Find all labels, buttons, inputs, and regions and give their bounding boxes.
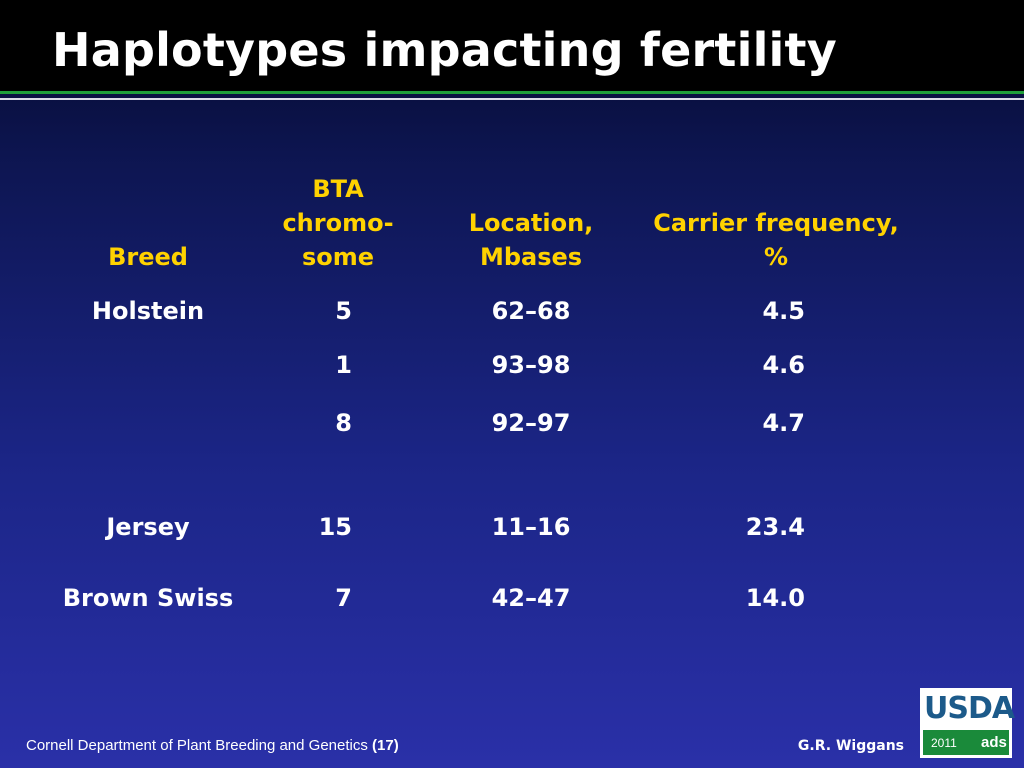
cell-frequency: 23.4	[700, 510, 805, 544]
cell-location: 62–68	[451, 294, 611, 328]
footer-department: Cornell Department of Plant Breeding and…	[26, 736, 399, 756]
cell-bta: 1	[300, 348, 352, 382]
header-location: Location, Mbases	[451, 206, 611, 274]
usda-wordmark: USDA	[924, 690, 1008, 728]
cell-breed: Holstein	[60, 294, 236, 328]
cell-location: 11–16	[451, 510, 611, 544]
header-frequency-line: Carrier frequency,	[638, 206, 914, 240]
cell-location: 92–97	[451, 406, 611, 440]
cell-bta: 8	[300, 406, 352, 440]
slide-title: Haplotypes impacting fertility	[52, 20, 837, 80]
cell-location: 93–98	[451, 348, 611, 382]
ads-mark-icon: ads	[981, 730, 1007, 755]
ads-banner: 2011 ads	[923, 730, 1009, 755]
header-bta-line: chromo-	[258, 206, 418, 240]
cell-bta: 7	[300, 581, 352, 615]
header-frequency-line: %	[638, 240, 914, 274]
footer-page-number: (17)	[372, 737, 399, 754]
title-rule-green	[0, 91, 1024, 94]
header-carrier-frequency: Carrier frequency, %	[638, 206, 914, 274]
cell-bta: 15	[300, 510, 352, 544]
cell-frequency: 14.0	[700, 581, 805, 615]
cell-breed: Jersey	[60, 510, 236, 544]
footer-author: G.R. Wiggans	[780, 736, 904, 756]
usda-logo: USDA 2011 ads	[920, 688, 1012, 758]
logo-year: 2011	[931, 731, 957, 756]
footer-department-text: Cornell Department of Plant Breeding and…	[26, 737, 368, 754]
cell-breed: Brown Swiss	[60, 581, 236, 615]
title-rule-white	[0, 98, 1024, 100]
header-bta-line: BTA	[258, 172, 418, 206]
header-bta-chromosome: BTA chromo- some	[258, 172, 418, 274]
header-breed: Breed	[78, 240, 218, 274]
cell-frequency: 4.6	[700, 348, 805, 382]
header-location-line: Location,	[451, 206, 611, 240]
header-bta-line: some	[258, 240, 418, 274]
cell-bta: 5	[300, 294, 352, 328]
cell-frequency: 4.7	[700, 406, 805, 440]
header-location-line: Mbases	[451, 240, 611, 274]
cell-location: 42–47	[451, 581, 611, 615]
header-breed-line: Breed	[78, 240, 218, 274]
cell-frequency: 4.5	[700, 294, 805, 328]
